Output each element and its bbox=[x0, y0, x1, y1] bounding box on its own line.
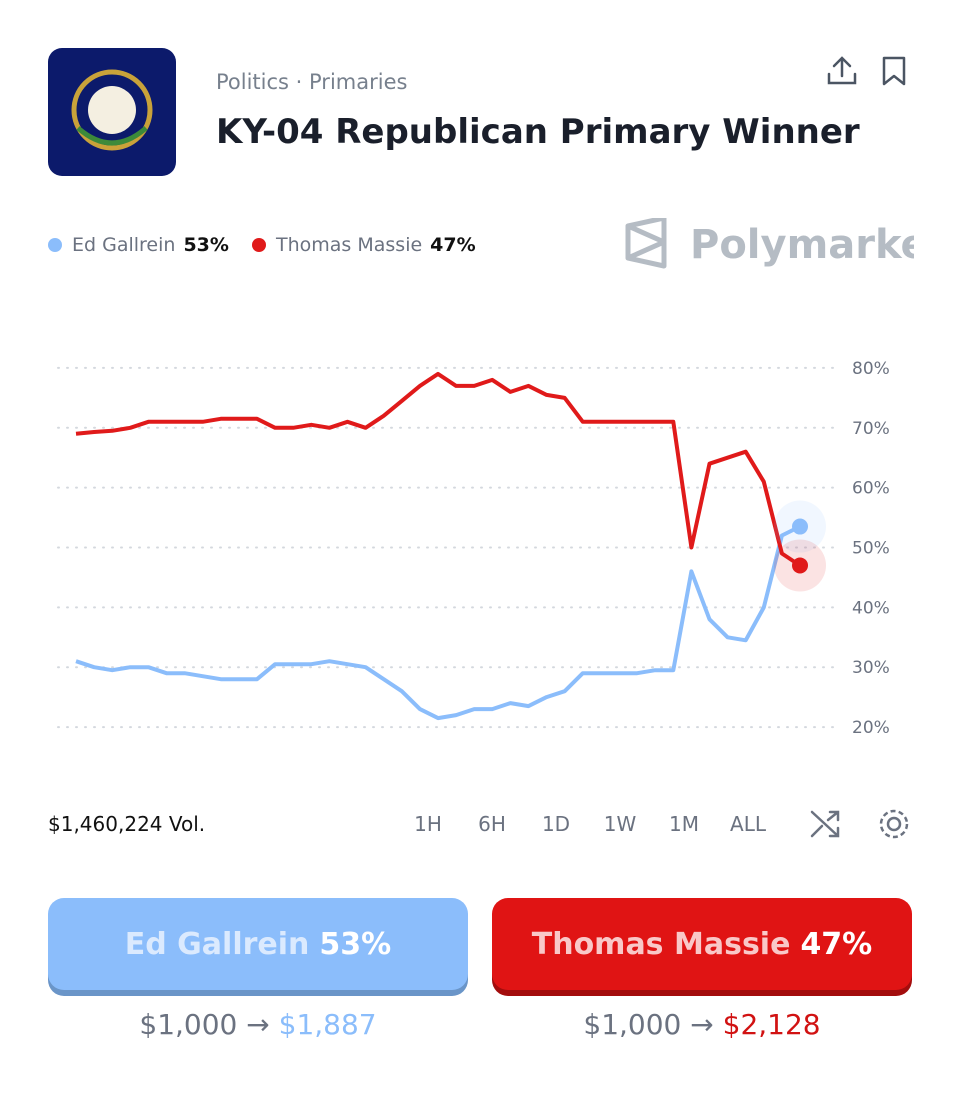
y-tick-label: 20% bbox=[852, 718, 890, 738]
outcome-chance: 53% bbox=[319, 926, 392, 962]
outcome-name: Thomas Massie bbox=[531, 926, 791, 962]
payout: $1,000 → $1,887 bbox=[139, 1008, 377, 1041]
legend-item: Ed Gallrein 53% bbox=[48, 234, 229, 256]
range-button[interactable]: 1W bbox=[603, 812, 637, 836]
compare-button[interactable] bbox=[810, 810, 840, 838]
market-icon bbox=[48, 48, 176, 176]
range-button[interactable]: 1D bbox=[541, 812, 571, 836]
brand-name: Polymarket bbox=[690, 222, 914, 268]
chart-tools bbox=[810, 809, 909, 839]
stake: $1,000 bbox=[583, 1008, 682, 1041]
legend-name: Thomas Massie bbox=[276, 234, 423, 256]
bookmark-button[interactable] bbox=[882, 56, 906, 86]
settings-button[interactable] bbox=[879, 809, 909, 839]
series-line bbox=[75, 524, 801, 721]
share-button[interactable] bbox=[827, 56, 857, 85]
payout-value: $1,887 bbox=[278, 1008, 377, 1041]
y-tick-label: 40% bbox=[852, 598, 890, 618]
price-chart: 20% 30% 40% 50% 60% 70% 80% bbox=[57, 359, 890, 738]
legend-dot bbox=[252, 238, 266, 252]
payout: $1,000 → $2,128 bbox=[583, 1008, 821, 1041]
buy-button[interactable]: Thomas Massie 47% bbox=[492, 898, 912, 990]
end-point bbox=[792, 518, 808, 535]
y-tick-label: 70% bbox=[852, 419, 890, 439]
range-button[interactable]: 1H bbox=[414, 812, 442, 836]
legend-value: 47% bbox=[430, 234, 476, 256]
market-title: KY-04 Republican Primary Winner bbox=[216, 112, 860, 152]
stake: $1,000 bbox=[139, 1008, 238, 1041]
y-tick-label: 80% bbox=[852, 359, 890, 379]
header-actions bbox=[827, 56, 906, 86]
outcome-name: Ed Gallrein bbox=[124, 926, 310, 962]
legend-item: Thomas Massie 47% bbox=[252, 234, 476, 256]
range-button[interactable]: ALL bbox=[730, 812, 766, 836]
volume: $1,460,224 Vol. bbox=[48, 812, 206, 836]
y-tick-label: 50% bbox=[852, 539, 890, 559]
y-tick-label: 30% bbox=[852, 658, 890, 678]
legend-value: 53% bbox=[183, 234, 229, 256]
series-line bbox=[75, 371, 802, 568]
outcome-chance: 47% bbox=[800, 926, 873, 962]
brand: Polymarket bbox=[625, 218, 914, 269]
range-button[interactable]: 6H bbox=[478, 812, 506, 836]
end-point bbox=[792, 557, 808, 574]
payout-value: $2,128 bbox=[722, 1008, 821, 1041]
legend-name: Ed Gallrein bbox=[72, 234, 176, 256]
y-tick-label: 60% bbox=[852, 479, 890, 499]
legend-dot bbox=[48, 238, 62, 252]
buy-button[interactable]: Ed Gallrein 53% bbox=[48, 898, 468, 990]
range-selector: 1H 6H 1D 1W 1M ALL bbox=[396, 812, 780, 836]
breadcrumb[interactable]: Politics · Primaries bbox=[216, 70, 408, 94]
range-button[interactable]: 1M bbox=[669, 812, 699, 836]
